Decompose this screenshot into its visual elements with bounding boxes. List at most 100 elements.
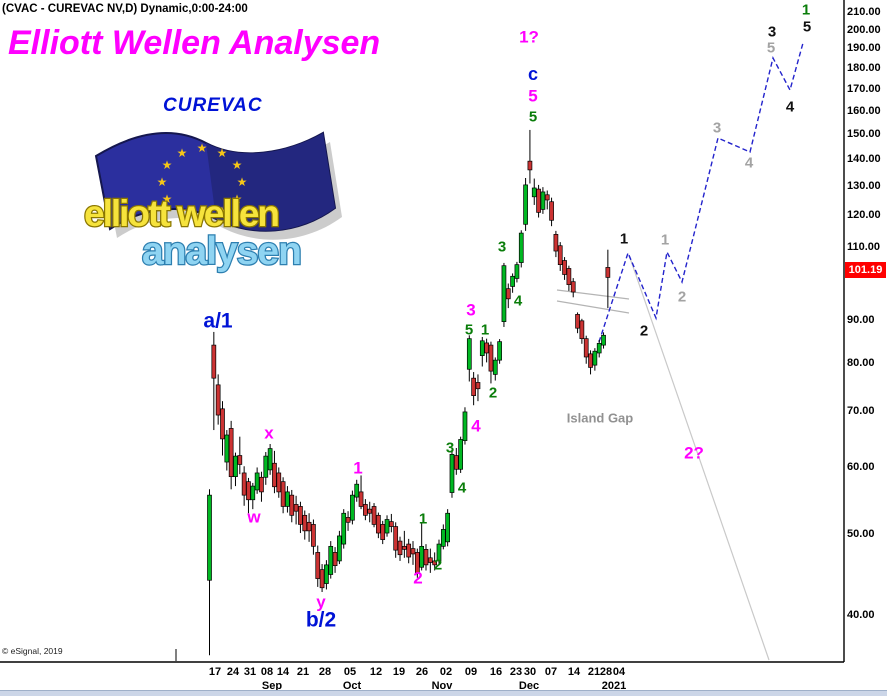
- window-bottom-edge: [0, 690, 887, 696]
- month-label: Oct: [342, 680, 362, 692]
- candle-up: [531, 187, 537, 198]
- date-tick-label: 31: [243, 666, 257, 678]
- candle-down: [393, 526, 399, 551]
- svg-text:★: ★: [237, 175, 248, 189]
- candle-down: [363, 504, 368, 516]
- candle-up: [458, 439, 463, 470]
- svg-text:★: ★: [177, 204, 188, 218]
- date-tick-label: 17: [208, 666, 222, 678]
- candle-down: [259, 476, 264, 493]
- svg-text:★: ★: [177, 146, 188, 160]
- wave-label-a/1: a/1: [203, 309, 233, 333]
- svg-text:★: ★: [162, 192, 173, 206]
- candle-up: [479, 340, 485, 356]
- candle-down: [272, 462, 277, 488]
- candle-up: [254, 472, 260, 491]
- wave-label-4: 4: [471, 416, 481, 436]
- price-tick-label: 180.00: [847, 61, 881, 74]
- candle-up: [263, 455, 269, 478]
- candle-down: [246, 481, 251, 501]
- wave-label-1: 1: [619, 230, 629, 248]
- candle-down: [536, 188, 541, 213]
- wave-label-3: 3: [445, 439, 455, 457]
- price-tick-label: 170.00: [847, 82, 881, 95]
- symbol-title: (CVAC - CUREVAC NV,D) Dynamic,0:00-24:00: [2, 3, 248, 15]
- candle-down: [453, 455, 459, 470]
- price-tick-label: 200.00: [847, 23, 881, 36]
- island-gap-line: [556, 289, 630, 300]
- candle-down: [557, 245, 563, 266]
- date-tick-label: 05: [343, 666, 357, 678]
- wave-label-1: 1: [480, 321, 490, 339]
- candle-down: [228, 428, 234, 478]
- candle-up: [354, 483, 360, 498]
- candle-up: [466, 338, 472, 370]
- wave-label-w: w: [247, 507, 261, 527]
- candle-down: [471, 377, 476, 396]
- price-tick-label: 60.00: [847, 461, 875, 474]
- candle-down: [380, 524, 386, 540]
- candle-down: [215, 384, 221, 416]
- wave-label-2: 2: [639, 322, 649, 340]
- wave-label-b/2: b/2: [305, 608, 337, 632]
- candle-down: [527, 160, 533, 171]
- candle-down: [389, 521, 394, 527]
- candle-up: [233, 455, 238, 478]
- candle-down: [406, 543, 412, 558]
- date-tick-label: 04: [612, 666, 626, 678]
- wave-label-3: 3: [712, 119, 722, 137]
- candle-down: [302, 514, 308, 532]
- month-label: 2021: [601, 680, 627, 692]
- price-tick-label: 210.00: [847, 5, 881, 18]
- candle-down: [332, 552, 338, 567]
- candle-down: [488, 344, 494, 372]
- wave-label-1: 1: [353, 458, 363, 478]
- svg-text:★: ★: [217, 204, 228, 218]
- candle-up: [341, 512, 347, 545]
- candle-up: [501, 265, 507, 322]
- wave-label-c: c: [527, 64, 539, 84]
- price-tick-label: 50.00: [847, 527, 875, 540]
- candle-down: [315, 552, 321, 579]
- candle-down: [211, 344, 217, 379]
- wave-label-2: 2: [433, 556, 443, 574]
- candle-up: [596, 343, 602, 354]
- wave-label-5: 5: [766, 39, 776, 57]
- subtitle-curevac: CUREVAC: [163, 95, 263, 116]
- last-price-badge: 101.19: [845, 262, 886, 278]
- svg-text:★: ★: [197, 141, 208, 155]
- candle-up: [601, 334, 606, 346]
- candle-down: [579, 320, 585, 340]
- wave-label-3: 3: [466, 300, 476, 320]
- candle-up: [492, 359, 498, 375]
- blue-projection-zigzag: [598, 42, 804, 343]
- candle-up: [436, 543, 442, 562]
- candle-down: [427, 557, 433, 563]
- candle-down: [276, 472, 282, 493]
- wave-label-2: 2: [677, 288, 687, 306]
- date-tick-label: 30: [523, 666, 537, 678]
- date-tick-label: 16: [489, 666, 503, 678]
- price-tick-label: 150.00: [847, 128, 881, 141]
- price-tick-label: 70.00: [847, 405, 875, 418]
- candle-up: [440, 529, 446, 547]
- price-tick-label: 160.00: [847, 104, 881, 117]
- date-tick-label: 21: [296, 666, 310, 678]
- svg-text:★: ★: [217, 146, 228, 160]
- candle-up: [337, 535, 342, 562]
- candle-down: [241, 472, 247, 496]
- wave-label-5: 5: [528, 108, 538, 126]
- wave-label-4: 4: [513, 292, 523, 310]
- price-tick-label: 90.00: [847, 314, 875, 326]
- candle-up: [224, 434, 230, 463]
- candle-up: [350, 494, 355, 521]
- price-tick-label: 40.00: [847, 608, 875, 621]
- wave-label-5: 5: [802, 18, 812, 36]
- price-tick-label: 80.00: [847, 356, 875, 369]
- candle-down: [298, 506, 303, 525]
- candle-up: [285, 491, 290, 507]
- date-tick-label: 14: [276, 666, 290, 678]
- candle-down: [371, 506, 377, 525]
- month-label: Sep: [261, 680, 283, 692]
